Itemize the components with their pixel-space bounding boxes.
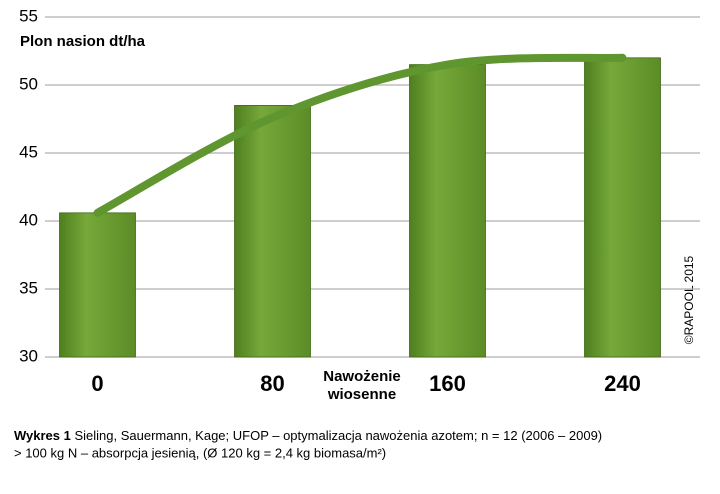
- y-tick-label: 45: [19, 142, 38, 161]
- bar: [234, 105, 311, 358]
- y-axis-label: Plon nasion dt/ha: [20, 33, 146, 50]
- caption-label: Wykres 1: [14, 428, 71, 443]
- x-tick-label: 80: [260, 371, 284, 396]
- bar: [584, 57, 661, 358]
- copyright: ©RAPOOL 2015: [682, 255, 696, 344]
- x-tick-label: 0: [91, 371, 103, 396]
- caption: > 100 kg N – absorpcja jesienią, (Ø 120 …: [14, 445, 386, 460]
- x-axis-label: Nawożenie: [323, 368, 401, 385]
- y-tick-label: 40: [19, 210, 38, 229]
- caption: Wykres 1 Sieling, Sauermann, Kage; UFOP …: [14, 428, 602, 443]
- caption-text: Sieling, Sauermann, Kage; UFOP – optymal…: [74, 428, 602, 443]
- x-tick-label: 240: [604, 371, 641, 396]
- y-tick-label: 50: [19, 74, 38, 93]
- x-tick-label: 160: [429, 371, 466, 396]
- x-axis-label: wiosenne: [327, 386, 396, 403]
- y-tick-label: 35: [19, 278, 38, 297]
- bar: [59, 212, 136, 358]
- bar: [409, 64, 486, 358]
- trend-line: [93, 53, 627, 217]
- y-tick-label: 30: [19, 346, 38, 365]
- y-tick-label: 55: [19, 6, 38, 25]
